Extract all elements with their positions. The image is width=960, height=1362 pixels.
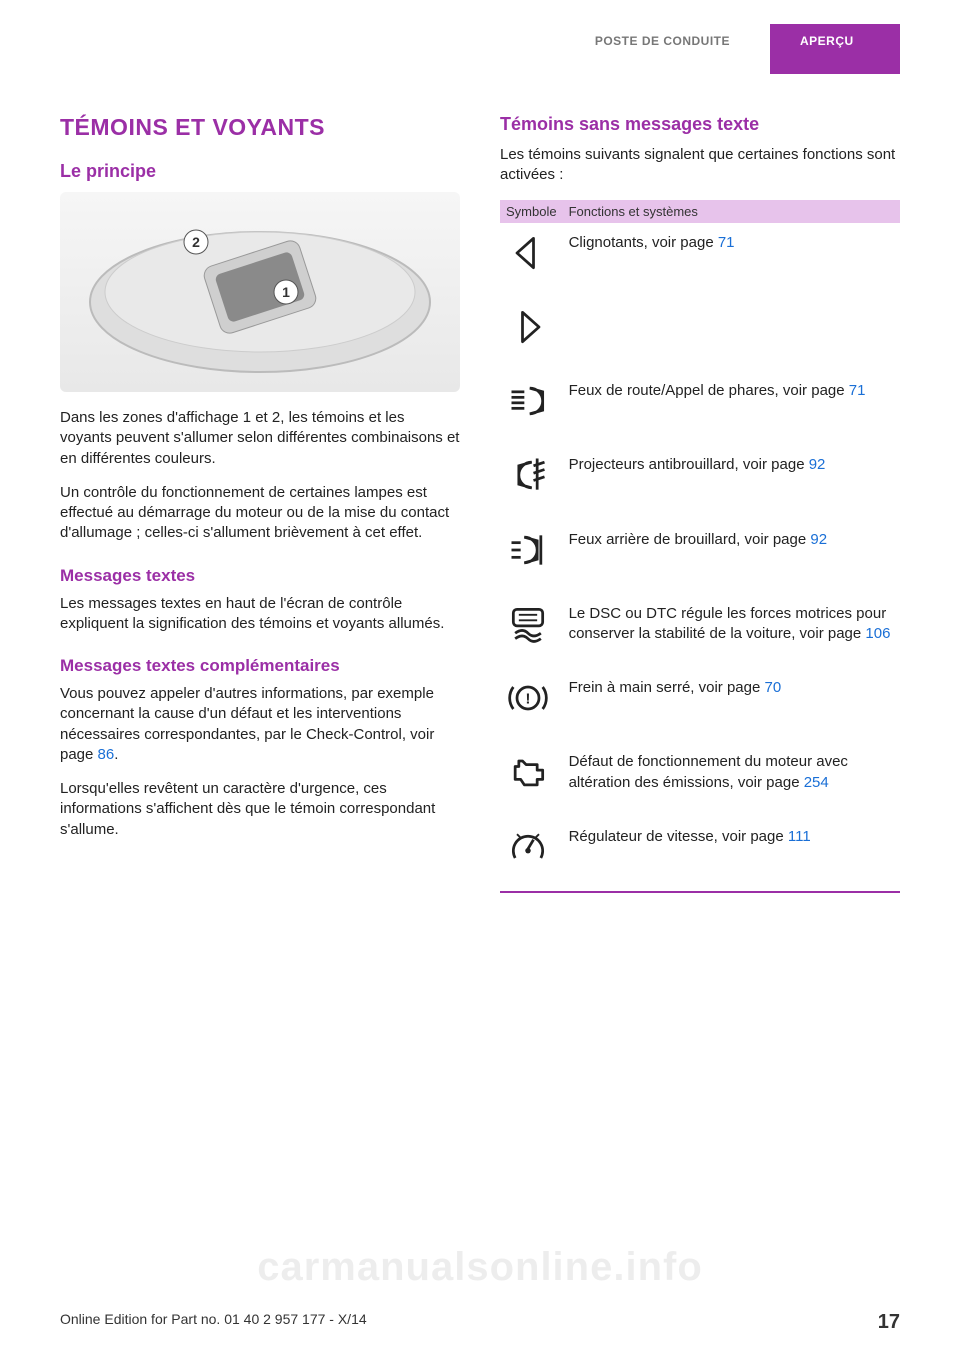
row-text: Le DSC ou DTC régule les forces motrices… [563,594,900,668]
messages2-p1-text-b: . [114,746,118,763]
principle-p1: Dans les zones d'affichage 1 et 2, les t… [60,408,460,469]
page-link-86[interactable]: 86 [98,746,115,763]
page-link[interactable]: 111 [788,828,811,845]
edition-text: Online Edition for Part no. 01 40 2 957 … [60,1311,367,1334]
turn-right-icon [500,297,563,371]
table-row [500,297,900,371]
table-row: Le DSC ou DTC régule les forces motrices… [500,594,900,668]
right-column: Témoins sans messages texte Les témoins … [500,114,900,893]
row-text: Feux arrière de brouillard, voir page 92 [563,520,900,594]
table-row: Défaut de fonctionnement du moteur avec … [500,742,900,816]
table-row: Projecteurs antibrouillard, voir page 92 [500,445,900,519]
principle-p2: Un contrôle du fonctionnement de certain… [60,483,460,544]
page-link[interactable]: 254 [804,774,829,791]
svg-text:2: 2 [192,234,200,250]
messages2-heading: Messages textes complémentaires [60,656,460,676]
messages-heading: Messages textes [60,566,460,586]
handbrake-icon: ! [500,668,563,742]
cruise-icon [500,817,563,891]
table-row: Clignotants, voir page 71 [500,223,900,297]
table-separator [500,891,900,892]
dashboard-illustration: 2 1 [60,192,460,392]
row-text: Projecteurs antibrouillard, voir page 92 [563,445,900,519]
page-link[interactable]: 92 [810,531,827,548]
page-footer: Online Edition for Part no. 01 40 2 957 … [60,1311,900,1334]
messages-p: Les messages textes en haut de l'écran d… [60,594,460,635]
principle-heading: Le principe [60,161,460,182]
page-title: TÉMOINS ET VOYANTS [60,114,460,141]
engine-icon [500,742,563,816]
messages2-p1: Vous pouvez appeler d'autres information… [60,684,460,765]
row-text: Défaut de fonctionnement du moteur avec … [563,742,900,816]
page-link[interactable]: 71 [849,382,866,399]
fog-front-icon [500,445,563,519]
dsc-icon [500,594,563,668]
messages2-p2: Lorsqu'elles revêtent un caractère d'urg… [60,779,460,840]
page-link[interactable]: 106 [865,625,890,642]
section-tab: APERÇU [770,24,900,74]
turn-left-icon [500,223,563,297]
table-row: Feux arrière de brouillard, voir page 92 [500,520,900,594]
th-func: Fonctions et systèmes [563,200,900,223]
watermark: carmanualsonline.info [0,1245,960,1290]
table-row: Feux de route/Appel de phares, voir page… [500,371,900,445]
table-row: Régulateur de vitesse, voir page 111 [500,817,900,891]
fog-rear-icon [500,520,563,594]
svg-text:1: 1 [282,284,290,300]
svg-text:!: ! [526,692,531,708]
indicators-intro: Les témoins suivants signalent que certa… [500,145,900,186]
row-text: Feux de route/Appel de phares, voir page… [563,371,900,445]
page-link[interactable]: 92 [809,456,826,473]
page-header: POSTE DE CONDUITE APERÇU [60,24,900,74]
row-text: Frein à main serré, voir page 70 [563,668,900,742]
breadcrumb: POSTE DE CONDUITE [595,24,770,48]
row-text: Clignotants, voir page 71 [563,223,900,297]
high-beam-icon [500,371,563,445]
indicators-table: Symbole Fonctions et systèmes Clignotant… [500,200,900,893]
indicators-heading: Témoins sans messages texte [500,114,900,135]
page-number: 17 [878,1311,900,1334]
table-row: ! Frein à main serré, voir page 70 [500,668,900,742]
page-link[interactable]: 71 [718,234,735,251]
row-text [563,297,900,371]
row-text: Régulateur de vitesse, voir page 111 [563,817,900,891]
page-link[interactable]: 70 [765,679,782,696]
th-symbol: Symbole [500,200,563,223]
left-column: TÉMOINS ET VOYANTS Le principe 2 1 Dans … [60,114,460,893]
